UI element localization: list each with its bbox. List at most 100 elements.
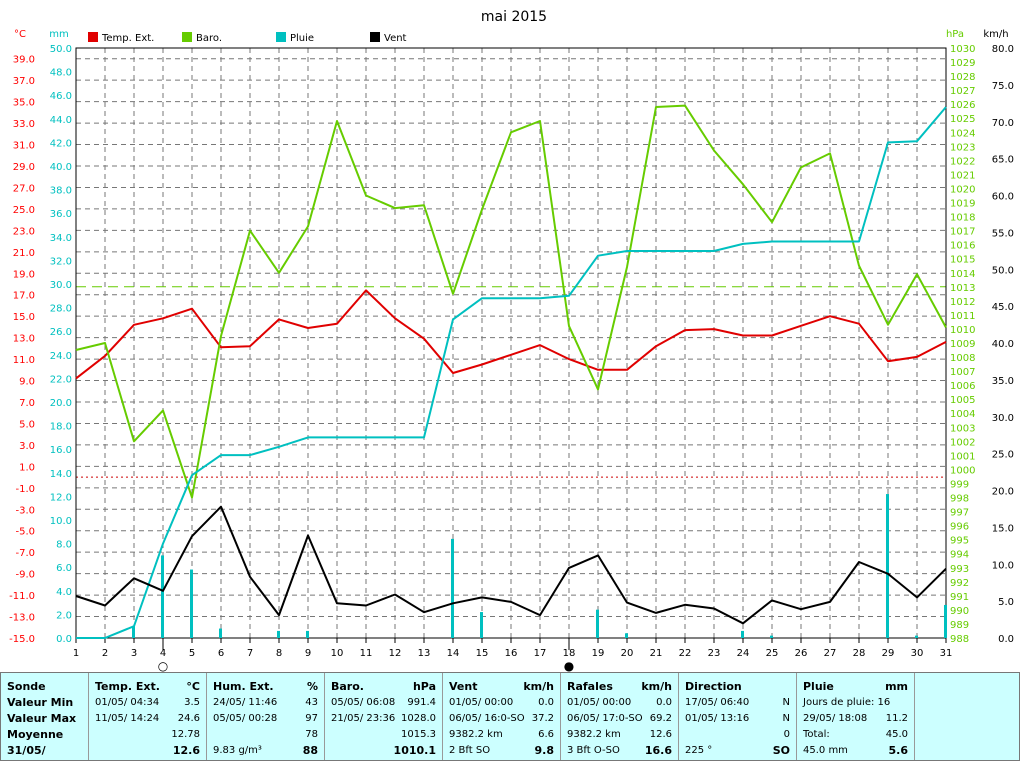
series-line-pluie	[76, 106, 947, 639]
vent-r2-value: 37.2	[531, 713, 554, 724]
rain-tick-label: 30.0	[50, 280, 72, 291]
baro-tick-label: 1013	[950, 283, 975, 294]
wind-tick-label: 35.0	[992, 376, 1014, 387]
rain-bar	[161, 555, 164, 638]
raf-r2-text: 06/05/ 17:0-SO	[567, 713, 643, 724]
series-line-baro	[75, 104, 947, 499]
vent-header: Vent	[449, 680, 478, 693]
x-tick-label: 9	[305, 648, 311, 659]
rain-bar	[190, 569, 193, 638]
baro-tick-label: 1015	[950, 255, 975, 266]
raf-unit: km/h	[641, 680, 672, 693]
x-tick-label: 2	[102, 648, 108, 659]
rain-tick-label: 10.0	[50, 516, 72, 527]
baro-tick-label: 991	[950, 592, 969, 603]
wind-tick-label: 60.0	[992, 192, 1014, 203]
baro-tick-label: 1009	[950, 339, 975, 350]
rain-tick-label: 24.0	[50, 351, 72, 362]
x-tick-label: 1	[73, 648, 79, 659]
dir-r4-text: 225 °	[685, 745, 713, 756]
baro-tick-label: 997	[950, 508, 969, 519]
baro-tick-label: 994	[950, 550, 969, 561]
temp-tick-label: -15.0	[9, 634, 35, 645]
rain-tick-label: 20.0	[50, 398, 72, 409]
label-max: Valeur Max	[7, 712, 77, 725]
vent-r1-value: 0.0	[538, 697, 554, 708]
wind-tick-label: 5.0	[998, 597, 1014, 608]
vent-r1-text: 01/05/ 00:00	[449, 697, 514, 708]
vent-r4-text: 2 Bft SO	[449, 745, 491, 756]
temp-tick-label: 15.0	[13, 312, 35, 323]
baro-tick-label: 995	[950, 536, 969, 547]
x-tick-label: 21	[650, 648, 663, 659]
legend-swatch	[276, 32, 286, 42]
temp-tick-label: 29.0	[13, 162, 35, 173]
wind-tick-label: 70.0	[992, 118, 1014, 129]
x-tick-label: 24	[737, 648, 750, 659]
rain-tick-label: 50.0	[50, 44, 72, 55]
raf-r3-text: 9382.2 km	[567, 729, 621, 740]
rain-tick-label: 42.0	[50, 138, 72, 149]
temp-tick-label: -3.0	[15, 505, 35, 516]
temp-tick-label: 9.0	[19, 377, 35, 388]
rain-tick-label: 22.0	[50, 374, 72, 385]
pluie-r2-text: 29/05/ 18:08	[803, 713, 868, 724]
temp-r3-value: 12.78	[171, 729, 200, 740]
pluie-r2-value: 11.2	[885, 713, 908, 724]
rain-tick-label: 46.0	[50, 91, 72, 102]
baro-tick-label: 1007	[950, 367, 975, 378]
x-tick-label: 11	[360, 648, 373, 659]
wind-axis-label: km/h	[983, 29, 1008, 40]
baro-tick-label: 1020	[950, 184, 975, 195]
rain-bar	[219, 628, 222, 638]
baro-tick-label: 1028	[950, 72, 975, 83]
rain-bar	[915, 635, 918, 638]
baro-tick-label: 1000	[950, 465, 975, 476]
labels-column: Sonde Valeur Min Valeur Max Moyenne 31/0…	[1, 673, 89, 760]
x-tick-label: 16	[505, 648, 518, 659]
baro-tick-label: 1002	[950, 437, 975, 448]
label-sonde: Sonde	[7, 680, 46, 693]
baro-tick-label: 1008	[950, 353, 975, 364]
baro-tick-label: 1014	[950, 269, 975, 280]
rain-tick-label: 0.0	[56, 634, 72, 645]
x-tick-label: 30	[911, 648, 924, 659]
vent-r4-value: 9.8	[534, 744, 555, 757]
temp-tick-label: 3.0	[19, 441, 35, 452]
temp-tick-label: -9.0	[15, 570, 35, 581]
temp-tick-label: 23.0	[13, 226, 35, 237]
baro-tick-label: 1022	[950, 156, 975, 167]
baro-tick-label: 1025	[950, 114, 975, 125]
x-tick-label: 26	[795, 648, 808, 659]
baro-tick-label: 1005	[950, 395, 975, 406]
baro-axis-label: hPa	[946, 29, 964, 40]
rain-bar	[132, 626, 135, 638]
baro-tick-label: 1018	[950, 213, 975, 224]
vent-r2-text: 06/05/ 16:0-SO	[449, 713, 525, 724]
wind-tick-label: 55.0	[992, 228, 1014, 239]
temp-tick-label: 11.0	[13, 355, 35, 366]
x-tick-label: 14	[447, 648, 460, 659]
legend-label: Vent	[384, 33, 407, 44]
baro-tick-label: 1019	[950, 199, 975, 210]
vent-r3-text: 9382.2 km	[449, 729, 503, 740]
temp-tick-label: 37.0	[13, 76, 35, 87]
x-tick-label: 6	[218, 648, 224, 659]
temp-tick-label: 17.0	[13, 291, 35, 302]
baro-tick-label: 1021	[950, 170, 975, 181]
summary-panel: Sonde Valeur Min Valeur Max Moyenne 31/0…	[0, 672, 1020, 761]
dir-r3-value: 0	[783, 729, 790, 740]
temp-tick-label: 33.0	[13, 119, 35, 130]
dir-r2-value: N	[782, 713, 790, 724]
raf-r3-value: 12.6	[649, 729, 672, 740]
temp-tick-label: 1.0	[19, 462, 35, 473]
temp-r2-value: 24.6	[177, 713, 200, 724]
rain-bar	[741, 630, 744, 638]
raf-column: Rafales km/h 01/05/ 00:00 0.0 06/05/ 17:0-SO…	[561, 673, 679, 760]
legend-swatch	[182, 32, 192, 42]
baro-column: Baro. hPa 05/05/ 06:08 991.4 21/05/ 23:36 102…	[325, 673, 443, 760]
rain-bar	[596, 609, 599, 638]
legend-label: Pluie	[290, 33, 314, 44]
series-line-temp-ext	[75, 289, 947, 380]
temp-tick-label: 39.0	[13, 55, 35, 66]
